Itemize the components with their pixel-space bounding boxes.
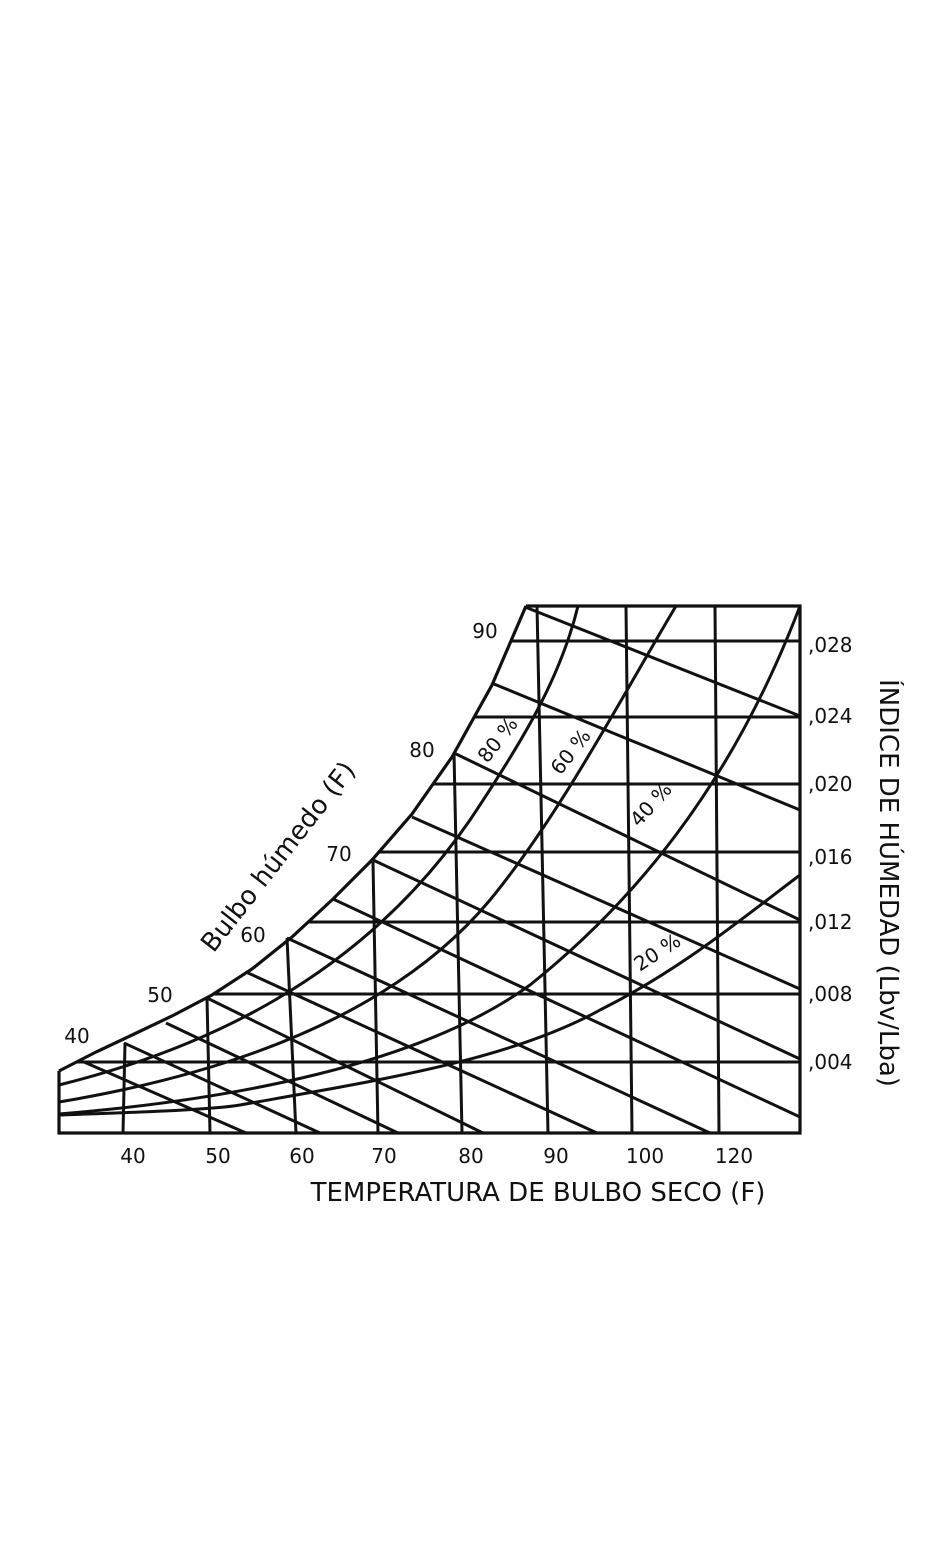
y-axis-title: ÍNDICE DE HÚMEDAD (Lbv/Lba) bbox=[873, 679, 905, 1087]
wet-bulb-line bbox=[372, 858, 801, 1061]
y-tick-label: ,004 bbox=[808, 1050, 853, 1074]
wet-bulb-line bbox=[245, 970, 598, 1135]
relative-humidity-labels: 80 % 60 % 40 % 20 % bbox=[472, 712, 685, 976]
wet-bulb-lines bbox=[83, 605, 801, 1135]
wet-bulb-line bbox=[332, 897, 801, 1119]
dry-bulb-line bbox=[285, 937, 298, 1134]
x-tick-label: 80 bbox=[458, 1144, 483, 1168]
x-tick-label: 40 bbox=[120, 1144, 145, 1168]
wet-bulb-label: 70 bbox=[326, 842, 351, 866]
wet-bulb-line bbox=[83, 1060, 247, 1135]
wet-bulb-line bbox=[524, 605, 801, 718]
x-tick-label: 50 bbox=[205, 1144, 230, 1168]
humidity-ratio-lines bbox=[76, 639, 800, 1064]
rh-label: 80 % bbox=[472, 712, 522, 767]
dry-bulb-line bbox=[713, 605, 721, 1134]
y-tick-label: ,028 bbox=[808, 633, 853, 657]
y-tick-label: ,008 bbox=[808, 982, 853, 1006]
y-tick-label: ,012 bbox=[808, 910, 853, 934]
y-tick-label: ,020 bbox=[808, 772, 853, 796]
wet-bulb-line bbox=[453, 751, 801, 922]
relative-humidity-curve bbox=[58, 605, 580, 1087]
wet-bulb-label: 40 bbox=[64, 1024, 89, 1048]
relative-humidity-curve bbox=[58, 873, 801, 1117]
y-tick-label: ,016 bbox=[808, 845, 853, 869]
x-tick-label: 70 bbox=[371, 1144, 396, 1168]
wet-bulb-label: 50 bbox=[147, 983, 172, 1007]
wet-bulb-line bbox=[123, 1041, 321, 1135]
chart-border bbox=[57, 604, 802, 1135]
wet-bulb-label: 90 bbox=[472, 619, 497, 643]
y-axis-tick-labels: ,004 ,008 ,012 ,016 ,020 ,024 ,028 bbox=[808, 633, 853, 1074]
x-axis-tick-labels: 40 50 60 70 80 90 100 120 bbox=[120, 1144, 753, 1168]
y-tick-label: ,024 bbox=[808, 704, 853, 728]
wet-bulb-label: 60 bbox=[240, 923, 265, 947]
saturation-curve bbox=[58, 605, 528, 1073]
dry-bulb-line bbox=[452, 752, 464, 1134]
wet-bulb-line bbox=[411, 815, 801, 991]
dry-bulb-line bbox=[535, 605, 550, 1134]
rh-label: 60 % bbox=[545, 724, 595, 779]
wet-bulb-line bbox=[286, 936, 711, 1135]
relative-humidity-curve bbox=[58, 605, 802, 1116]
dry-bulb-line bbox=[205, 997, 212, 1134]
x-tick-label: 90 bbox=[543, 1144, 568, 1168]
x-tick-label: 120 bbox=[715, 1144, 753, 1168]
relative-humidity-curve bbox=[58, 605, 678, 1104]
relative-humidity-curves bbox=[58, 605, 802, 1117]
x-axis-title: TEMPERATURA DE BULBO SECO (F) bbox=[310, 1178, 766, 1208]
x-tick-label: 100 bbox=[626, 1144, 664, 1168]
chart-frame bbox=[57, 604, 802, 1135]
wet-bulb-labels: 40 50 60 70 80 90 bbox=[64, 619, 497, 1048]
wet-bulb-label: 80 bbox=[409, 738, 434, 762]
wet-bulb-line bbox=[165, 1021, 399, 1135]
dry-bulb-line bbox=[624, 605, 634, 1134]
wet-bulb-line bbox=[493, 682, 801, 812]
x-tick-label: 60 bbox=[289, 1144, 314, 1168]
